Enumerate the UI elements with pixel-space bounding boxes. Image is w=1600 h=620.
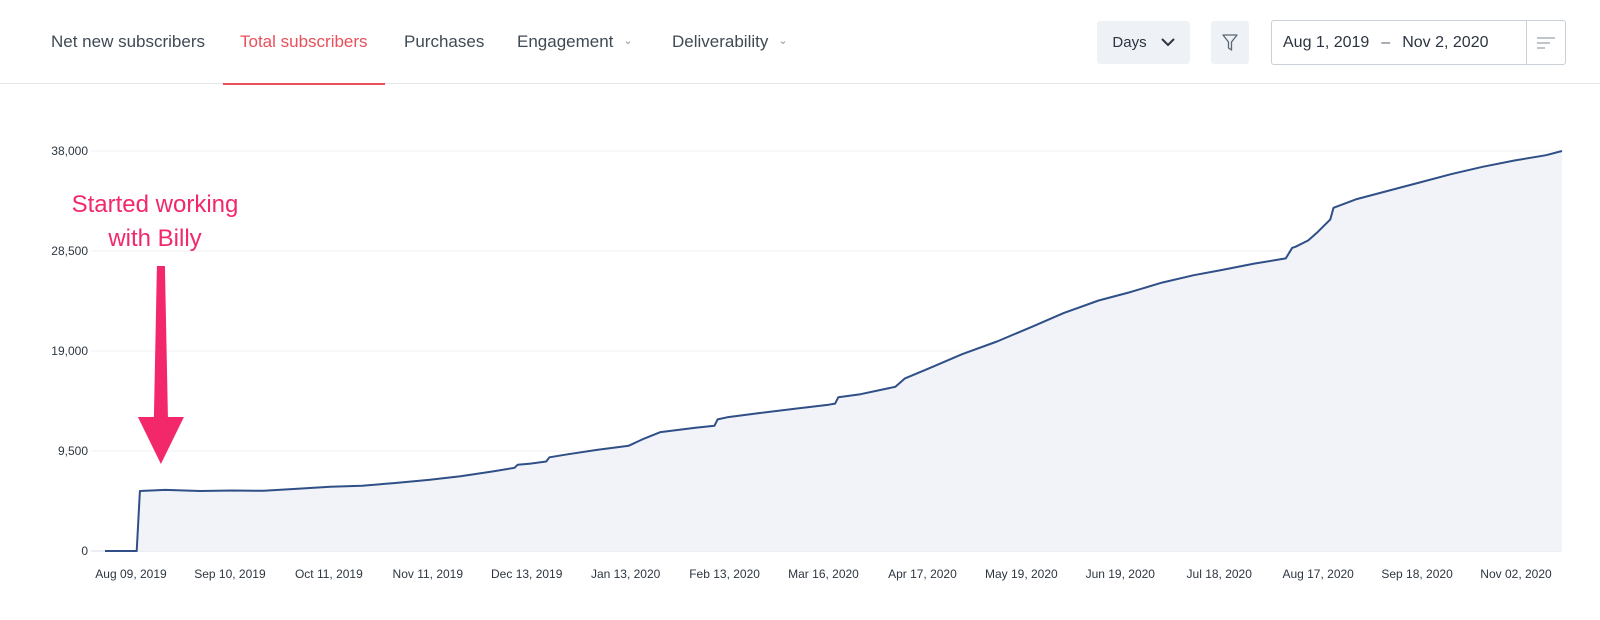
y-tick-label: 28,500	[51, 244, 88, 258]
tab-label: Deliverability	[672, 32, 769, 51]
chevron-down-icon	[1160, 38, 1175, 47]
filter-icon	[1222, 33, 1238, 51]
granularity-value: Days	[1112, 34, 1147, 51]
annotation-arrow	[137, 266, 184, 464]
chevron-down-icon: ⌄	[778, 34, 788, 47]
date-separator: –	[1381, 33, 1391, 51]
x-tick-label: Feb 13, 2020	[689, 567, 760, 581]
x-tick-label: Sep 10, 2019	[194, 567, 266, 581]
date-range-menu-button[interactable]	[1526, 21, 1565, 64]
x-tick-label: Jan 13, 2020	[591, 567, 661, 581]
series-line	[105, 150, 1563, 552]
report-tabs-bar: Net new subscribers Total subscribers Pu…	[0, 0, 1600, 85]
annotation-label: Started working with Billy	[71, 191, 239, 252]
sort-lines-icon	[1537, 36, 1555, 49]
x-tick-label: Dec 13, 2019	[491, 567, 563, 581]
tab-label: Total subscribers	[240, 32, 368, 51]
x-tick-label: Sep 18, 2020	[1381, 567, 1453, 581]
x-tick-label: Oct 11, 2019	[295, 567, 363, 581]
x-tick-label: Aug 17, 2020	[1282, 567, 1354, 581]
x-tick-label: May 19, 2020	[985, 567, 1058, 581]
tab-deliverability[interactable]: Deliverability ⌄	[672, 0, 788, 84]
tab-label: Net new subscribers	[51, 32, 206, 51]
x-tick-label: Jul 18, 2020	[1187, 567, 1253, 581]
y-tick-label: 0	[81, 544, 88, 558]
tab-net-new-subscribers[interactable]: Net new subscribers	[51, 0, 205, 84]
date-range-picker[interactable]: Aug 1, 2019 – Nov 2, 2020	[1271, 20, 1566, 65]
y-tick-label: 9,500	[58, 444, 88, 458]
x-tick-label: Aug 09, 2019	[95, 567, 167, 581]
series-area	[105, 151, 1562, 551]
annotation	[137, 266, 184, 464]
chevron-down-icon: ⌄	[623, 34, 633, 47]
date-from: Aug 1, 2019	[1283, 33, 1370, 51]
x-tick-label: Jun 19, 2020	[1086, 567, 1156, 581]
x-axis: Aug 09, 2019 Sep 10, 2019 Oct 11, 2019 Nov …	[95, 567, 1552, 581]
x-tick-label: Nov 11, 2019	[393, 567, 464, 581]
y-tick-label: 19,000	[51, 344, 88, 358]
tab-label: Engagement	[517, 32, 614, 51]
tab-purchases[interactable]: Purchases	[404, 0, 484, 84]
x-tick-label: Mar 16, 2020	[788, 567, 859, 581]
x-tick-label: Nov 02, 2020	[1480, 567, 1552, 581]
y-axis: 0 9,500 19,000 28,500 38,000	[51, 144, 88, 558]
granularity-select[interactable]: Days	[1097, 21, 1190, 64]
tab-label: Purchases	[404, 32, 485, 51]
tab-engagement[interactable]: Engagement ⌄	[517, 0, 633, 84]
x-tick-label: Apr 17, 2020	[888, 567, 957, 581]
date-to: Nov 2, 2020	[1402, 33, 1489, 51]
y-tick-label: 38,000	[51, 144, 88, 158]
filter-button[interactable]	[1211, 21, 1249, 64]
tab-total-subscribers[interactable]: Total subscribers	[223, 0, 385, 85]
